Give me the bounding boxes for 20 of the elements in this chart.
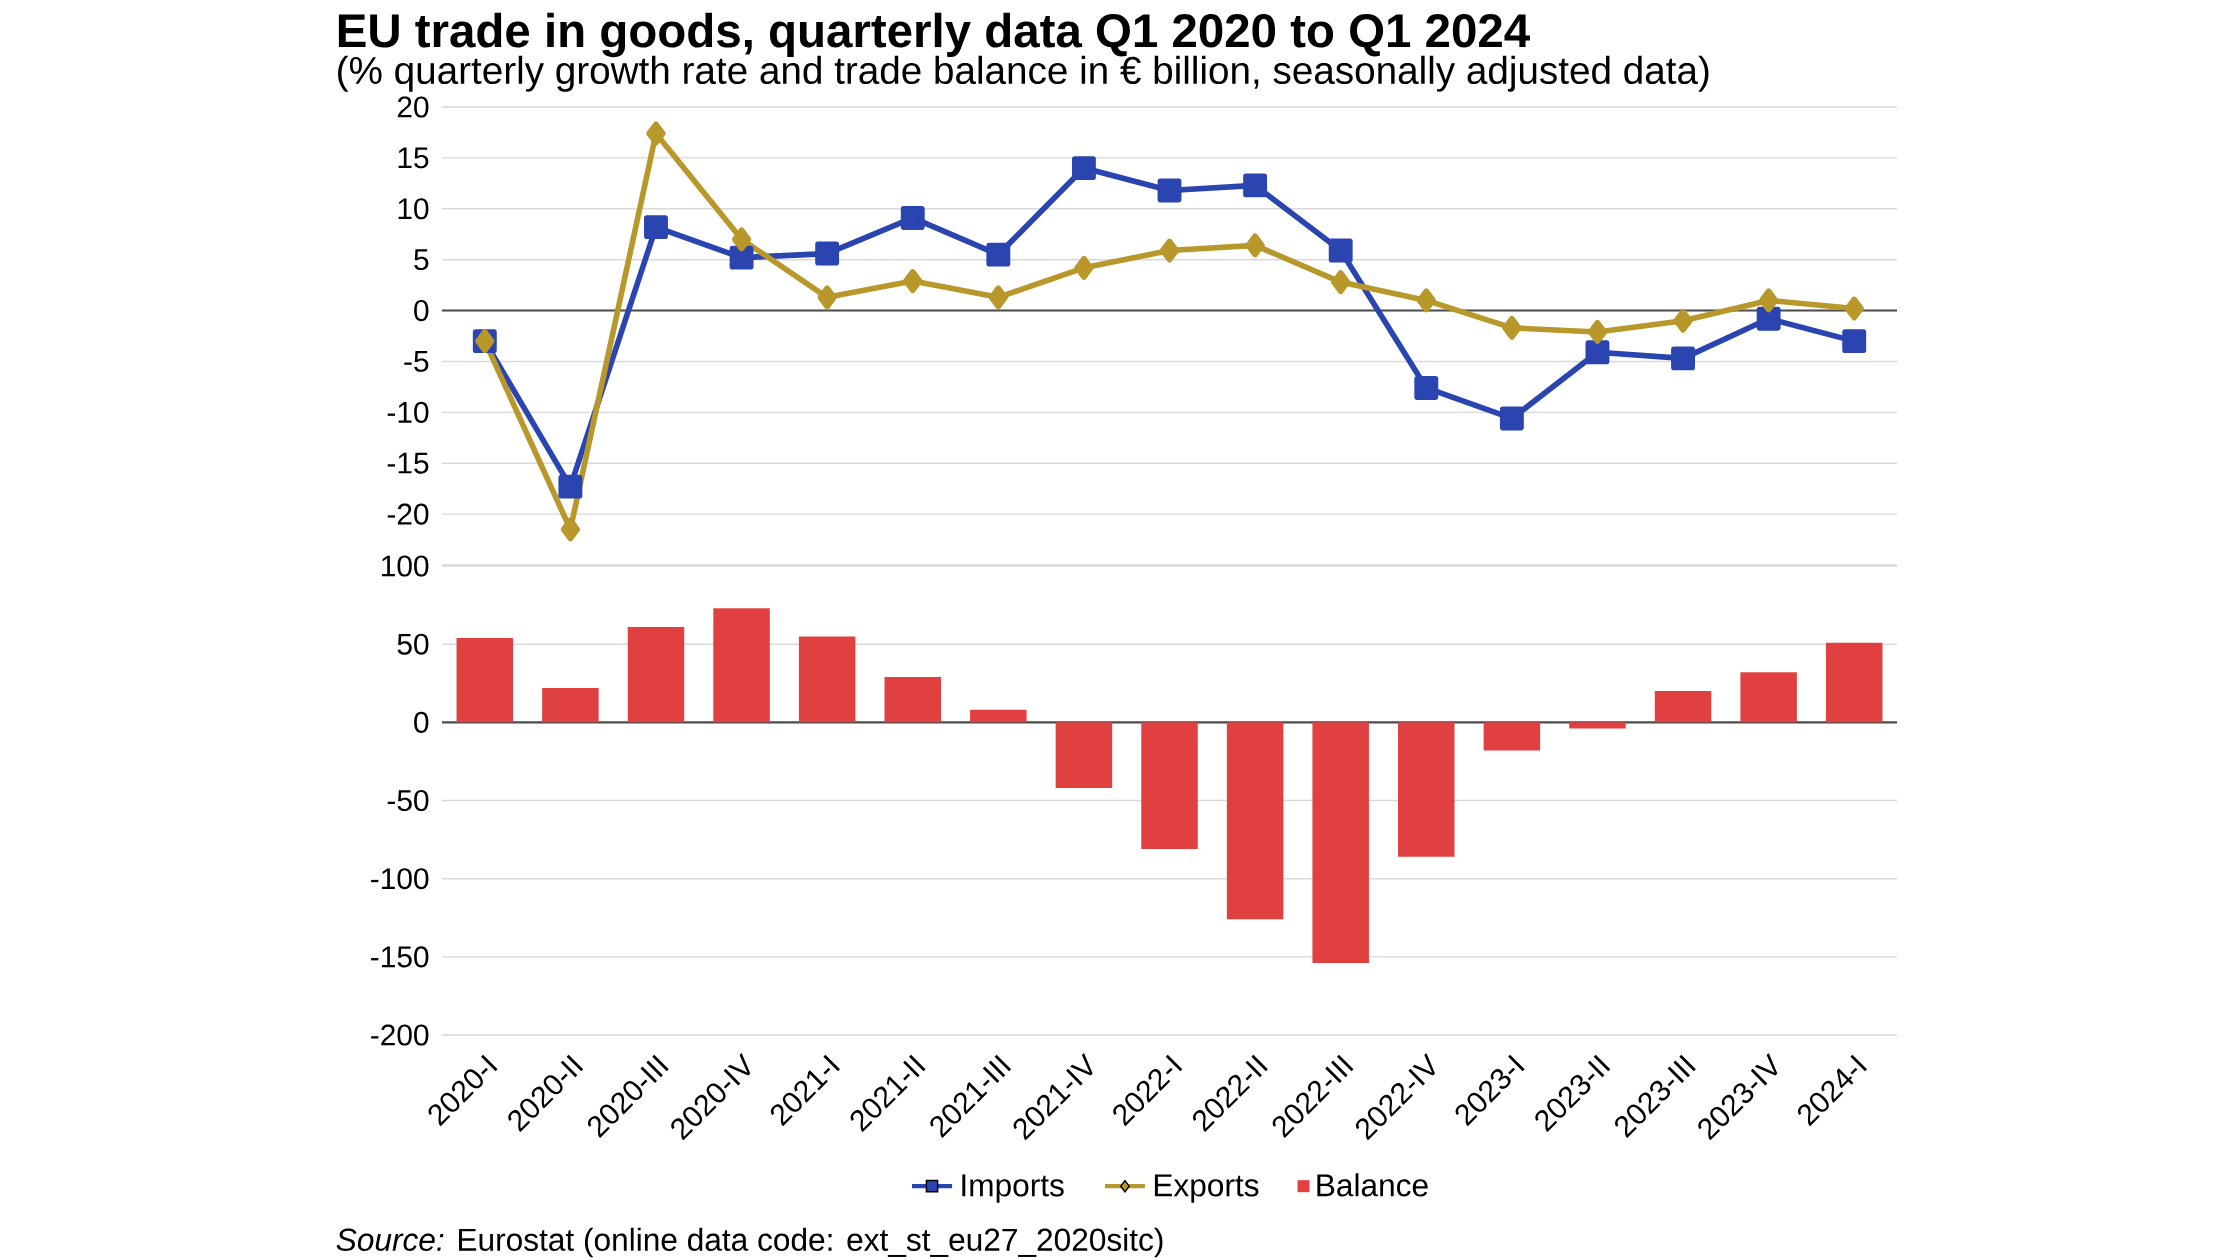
y-tick-label: -5 bbox=[404, 351, 429, 372]
y-tick-label: 10 bbox=[398, 198, 429, 220]
legend-label: Imports bbox=[962, 1174, 1064, 1203]
y-tick-label: -100 bbox=[371, 868, 429, 890]
y-tick-label: -50 bbox=[387, 789, 429, 812]
y-tick-label: -200 bbox=[371, 1024, 429, 1046]
y-tick-label: 15 bbox=[398, 147, 429, 169]
y-tick-label: 20 bbox=[397, 96, 429, 118]
y-tick-label: -150 bbox=[371, 946, 429, 968]
legend-label: Exports bbox=[1154, 1174, 1259, 1203]
y-tick-label: 100 bbox=[382, 555, 429, 577]
y-tick-label: -20 bbox=[387, 503, 429, 525]
y-tick-label: -10 bbox=[387, 401, 429, 423]
y-tick-label: 0 bbox=[414, 300, 429, 322]
y-tick-label: 5 bbox=[414, 249, 429, 271]
y-tick-label: 50 bbox=[397, 633, 429, 655]
text: Source: Eurostat (online data code: ext_st_eu27_2020sitc) bbox=[336, 1227, 1163, 1258]
legend-label: Balance bbox=[1317, 1173, 1428, 1197]
y-tick-label: -15 bbox=[387, 452, 429, 474]
y-tick-label: 0 bbox=[414, 711, 429, 733]
